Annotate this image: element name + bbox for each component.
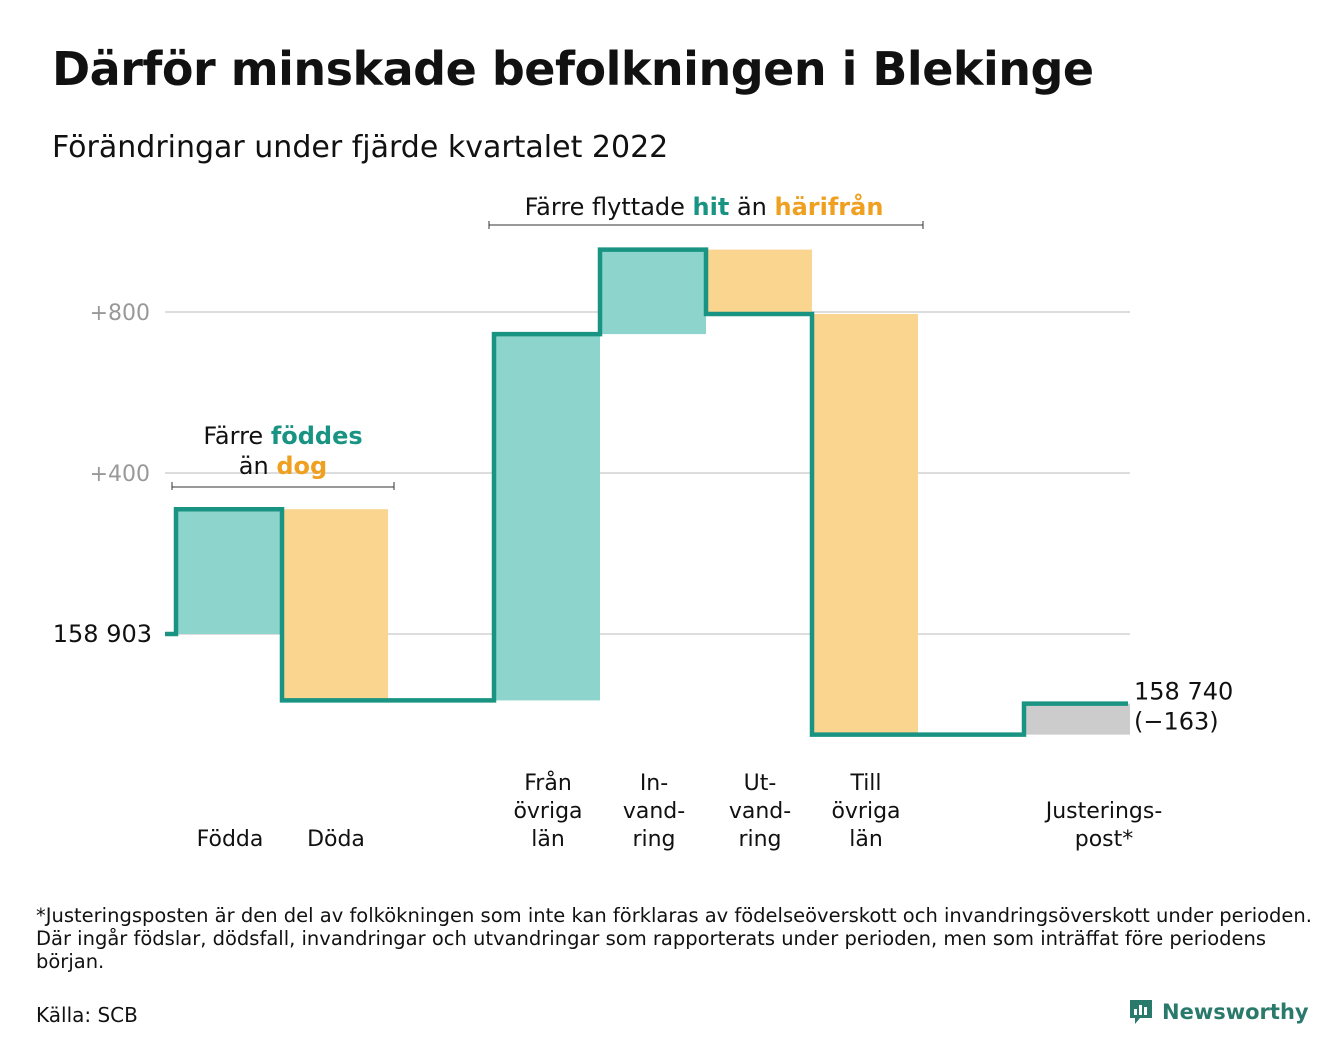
annotation-part: Färre flyttade <box>525 193 693 221</box>
y-tick-label: +800 <box>90 301 150 326</box>
waterfall-chart: +800 +400 158 903 158 740(−163) Födda Döda Frå… <box>53 192 1234 852</box>
annotation-part: dog <box>276 452 327 480</box>
bar <box>814 314 918 735</box>
category-label: vand- <box>623 799 685 824</box>
category-label: övriga <box>513 799 582 824</box>
end-change-label: (−163) <box>1134 708 1219 736</box>
brand-name: Newsworthy <box>1162 1000 1309 1024</box>
category-label: Ut- <box>744 771 777 796</box>
bar <box>284 509 388 701</box>
category-label: ring <box>738 827 781 852</box>
category-label: vand- <box>729 799 791 824</box>
cumulative-step-line <box>165 247 1128 737</box>
category-label: län <box>849 827 883 852</box>
annotation-bracket-births-deaths <box>171 482 395 490</box>
end-value-label: 158 740 <box>1134 678 1233 706</box>
y-tick-label: +400 <box>90 462 150 487</box>
category-label: post* <box>1075 827 1134 852</box>
annotation-part: föddes <box>271 422 363 450</box>
bar <box>496 334 600 701</box>
page-subtitle: Förändringar under fjärde kvartalet 2022 <box>52 130 669 165</box>
annotation-births-deaths-line1: Färre föddes <box>203 422 362 450</box>
annotation-part: Färre <box>203 422 271 450</box>
chart-bubble-icon <box>1130 1000 1152 1024</box>
category-label: län <box>531 827 565 852</box>
annotation-part: än <box>729 193 774 221</box>
annotation-migration: Färre flyttade hit än härifrån <box>525 192 884 221</box>
bar <box>708 249 812 315</box>
brand-logo: Newsworthy <box>1128 998 1309 1026</box>
category-label: Födda <box>197 827 264 852</box>
annotation-births-deaths-line2: än dog <box>239 452 327 480</box>
source-note: Källa: SCB <box>36 1003 138 1027</box>
bar <box>178 509 282 634</box>
page-title: Därför minskade befolkningen i Blekinge <box>52 42 1094 96</box>
category-label: In- <box>640 771 668 796</box>
category-label: Döda <box>307 827 365 852</box>
bar <box>1026 703 1130 735</box>
category-label: Från <box>524 770 572 796</box>
annotation-part: än <box>239 452 277 480</box>
annotation-bracket-migration <box>488 221 924 229</box>
annotation-part: hit <box>693 193 730 221</box>
start-value-label: 158 903 <box>53 620 152 648</box>
category-label: ring <box>632 827 675 852</box>
category-label: Till <box>849 771 881 796</box>
annotation-part: härifrån <box>775 192 884 221</box>
category-label: Justerings- <box>1044 799 1163 824</box>
bar <box>602 249 706 335</box>
footnote: *Justeringsposten är den del av folkökni… <box>36 904 1312 973</box>
category-label: övriga <box>831 799 900 824</box>
